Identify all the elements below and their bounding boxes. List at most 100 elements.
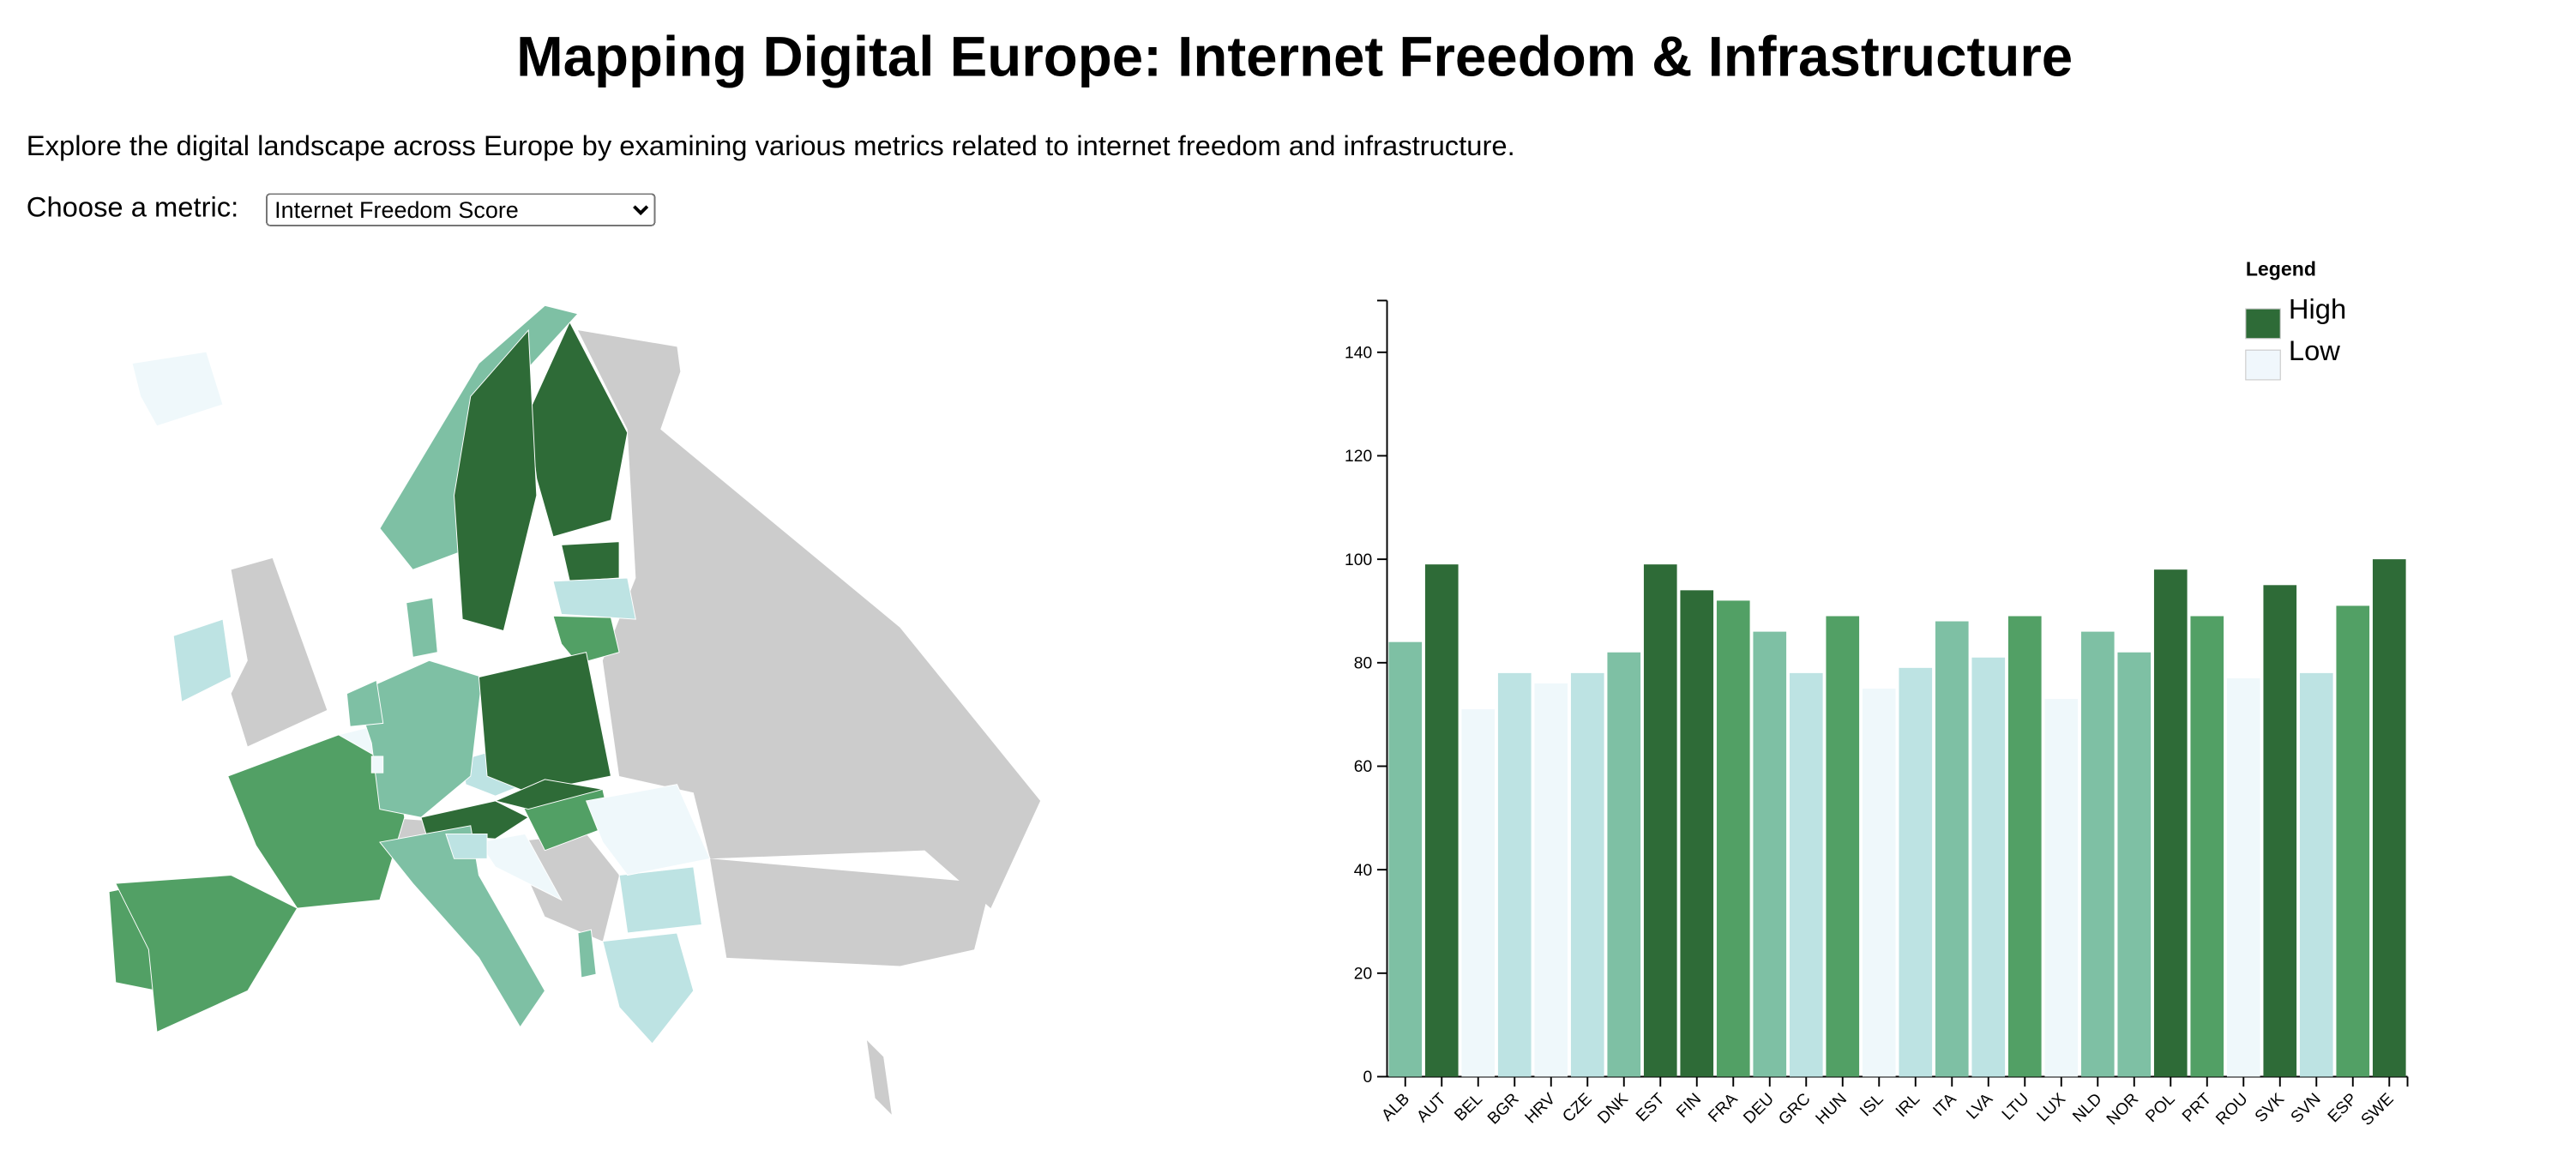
x-tick-label: ROU bbox=[2212, 1090, 2251, 1129]
bar bbox=[1935, 621, 1969, 1077]
x-tick-label: EST bbox=[1633, 1090, 1668, 1125]
bar bbox=[2080, 631, 2115, 1077]
y-tick-label: 0 bbox=[1363, 1069, 1372, 1087]
bar bbox=[1716, 600, 1750, 1077]
metric-label: Choose a metric: bbox=[26, 191, 239, 223]
country bbox=[172, 618, 232, 703]
x-tick-label: BEL bbox=[1451, 1090, 1486, 1125]
legend-label: High bbox=[2289, 293, 2346, 325]
y-tick-label: 20 bbox=[1354, 966, 1372, 984]
x-tick-label: LTU bbox=[1999, 1090, 2033, 1124]
legend-swatch bbox=[2245, 308, 2281, 340]
bar bbox=[2299, 672, 2333, 1077]
country bbox=[406, 597, 438, 658]
description: Explore the digital landscape across Eur… bbox=[26, 130, 1515, 162]
x-tick-label: DNK bbox=[1594, 1090, 1632, 1128]
x-tick-label: ESP bbox=[2325, 1090, 2361, 1126]
x-tick-label: NOR bbox=[2104, 1090, 2142, 1129]
map bbox=[108, 304, 711, 1045]
bar bbox=[2190, 616, 2224, 1077]
x-tick-label: DEU bbox=[1740, 1090, 1778, 1128]
bar bbox=[2117, 652, 2152, 1077]
country bbox=[602, 932, 695, 1045]
country bbox=[346, 679, 384, 727]
country bbox=[552, 577, 636, 620]
country bbox=[370, 756, 384, 774]
land bbox=[866, 1040, 892, 1115]
bar bbox=[1424, 564, 1459, 1077]
land bbox=[710, 858, 991, 966]
bar bbox=[2044, 699, 2079, 1077]
bar bbox=[2263, 585, 2297, 1077]
bar bbox=[2007, 616, 2042, 1077]
x-tick-label: FIN bbox=[1673, 1090, 1705, 1122]
bar bbox=[2336, 605, 2370, 1077]
country bbox=[561, 541, 620, 582]
x-tick-label: HUN bbox=[1813, 1090, 1851, 1128]
x-tick-label: IRL bbox=[1893, 1090, 1923, 1121]
x-tick-label: SWE bbox=[2358, 1090, 2398, 1129]
x-tick-label: GRC bbox=[1775, 1090, 1814, 1129]
bar bbox=[1862, 688, 1896, 1077]
bar bbox=[2153, 569, 2188, 1077]
bar bbox=[1534, 683, 1568, 1077]
x-tick-label: FRA bbox=[1706, 1090, 1742, 1126]
x-tick-label: CZE bbox=[1559, 1090, 1595, 1126]
bar bbox=[2372, 559, 2406, 1077]
x-tick-label: LVA bbox=[1964, 1090, 1997, 1123]
bar bbox=[1753, 631, 1787, 1077]
x-tick-label: SVN bbox=[2288, 1090, 2325, 1127]
land bbox=[231, 557, 328, 747]
country bbox=[478, 833, 563, 901]
country bbox=[585, 784, 711, 876]
metric-select[interactable]: Internet Freedom Score bbox=[266, 192, 656, 226]
metric-control: Choose a metric: Internet Freedom Score bbox=[27, 191, 656, 226]
country bbox=[227, 734, 406, 909]
x-tick-label: ISL bbox=[1857, 1090, 1887, 1120]
country bbox=[454, 328, 538, 632]
map-background bbox=[231, 330, 1041, 1115]
bar bbox=[2226, 677, 2260, 1077]
x-tick-label: POL bbox=[2142, 1090, 2178, 1126]
bar bbox=[1899, 667, 1933, 1077]
x-tick-label: ALB bbox=[1378, 1090, 1413, 1125]
bar bbox=[1388, 641, 1423, 1077]
x-tick-label: BGR bbox=[1484, 1090, 1522, 1128]
bar bbox=[1570, 672, 1604, 1077]
country bbox=[115, 875, 298, 1033]
bar bbox=[1497, 672, 1532, 1077]
country bbox=[552, 615, 620, 665]
x-tick-label: ITA bbox=[1930, 1090, 1960, 1120]
x-tick-label: NLD bbox=[2069, 1090, 2105, 1126]
x-tick-label: HRV bbox=[1522, 1090, 1559, 1127]
land bbox=[577, 330, 1041, 909]
bar bbox=[1680, 590, 1714, 1077]
y-tick-label: 60 bbox=[1354, 758, 1372, 776]
bar bbox=[1643, 564, 1677, 1077]
bar bbox=[1461, 709, 1496, 1077]
y-tick-label: 140 bbox=[1345, 345, 1372, 363]
x-tick-label: SVK bbox=[2252, 1090, 2288, 1126]
country bbox=[445, 833, 488, 859]
bar bbox=[1971, 657, 2006, 1077]
legend-title: Legend bbox=[2246, 258, 2316, 280]
bar bbox=[1789, 672, 1823, 1077]
x-tick-label: AUT bbox=[1413, 1090, 1449, 1126]
y-tick-label: 80 bbox=[1354, 655, 1372, 673]
bar bbox=[1826, 616, 1860, 1077]
y-tick-label: 120 bbox=[1345, 448, 1372, 466]
page-title: Mapping Digital Europe: Internet Freedom… bbox=[516, 26, 2073, 89]
legend-swatch bbox=[2245, 349, 2281, 381]
country bbox=[577, 929, 597, 978]
x-tick-label: PRT bbox=[2179, 1090, 2215, 1126]
y-tick-label: 40 bbox=[1354, 862, 1372, 880]
legend-label: Low bbox=[2289, 334, 2340, 366]
country bbox=[478, 652, 612, 793]
country bbox=[131, 351, 224, 427]
country bbox=[354, 659, 483, 818]
country bbox=[494, 779, 603, 810]
